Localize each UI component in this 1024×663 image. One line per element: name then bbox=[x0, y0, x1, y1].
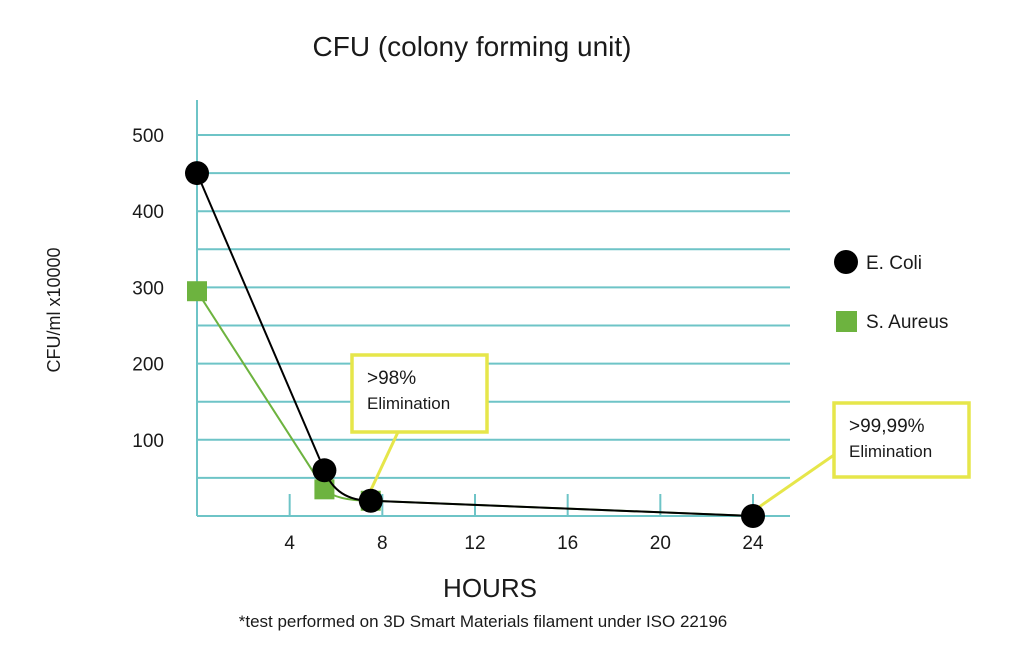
footnote: *test performed on 3D Smart Materials fi… bbox=[239, 612, 728, 631]
annotation-percent: >98% bbox=[367, 368, 416, 389]
annotation-percent: >99,99% bbox=[849, 416, 925, 437]
annotation-pointer bbox=[748, 453, 835, 516]
chart-title: CFU (colony forming unit) bbox=[313, 31, 632, 62]
legend-label: E. Coli bbox=[866, 253, 922, 274]
x-tick-label: 24 bbox=[742, 533, 764, 554]
y-axis-label: CFU/ml x10000 bbox=[44, 247, 64, 372]
y-tick-label: 200 bbox=[132, 355, 164, 376]
legend-marker bbox=[834, 250, 858, 274]
legend-label: S. Aureus bbox=[866, 312, 948, 333]
annotation-pointer bbox=[365, 431, 400, 500]
data-point bbox=[312, 458, 337, 483]
x-tick-label: 20 bbox=[650, 533, 671, 554]
grid bbox=[196, 100, 790, 517]
y-tick-label: 500 bbox=[132, 126, 164, 147]
annotation-label: Elimination bbox=[367, 394, 450, 413]
annotation-box bbox=[350, 353, 489, 434]
series-line bbox=[196, 172, 754, 517]
data-point bbox=[185, 161, 209, 186]
annotations: >98% Elimination >99,99% Elimination bbox=[350, 353, 971, 516]
x-tick-labels: 4 8 12 16 20 24 bbox=[284, 533, 764, 554]
data-point bbox=[187, 281, 207, 302]
y-tick-labels: 100 200 300 400 500 bbox=[132, 126, 164, 452]
data-point bbox=[741, 504, 765, 528]
legend-item-e-coli: E. Coli bbox=[834, 250, 922, 274]
y-tick-label: 400 bbox=[132, 202, 164, 223]
annotation-box bbox=[832, 401, 971, 479]
y-tick-label: 300 bbox=[132, 278, 164, 299]
x-axis-label: HOURS bbox=[443, 573, 537, 603]
annotation-label: Elimination bbox=[849, 442, 932, 461]
legend-marker bbox=[836, 311, 857, 332]
series-e-coli bbox=[185, 161, 765, 528]
legend: E. Coli S. Aureus bbox=[834, 250, 948, 333]
x-tick-label: 4 bbox=[284, 533, 295, 554]
data-point bbox=[314, 479, 335, 500]
x-tick-label: 8 bbox=[377, 533, 388, 554]
data-point bbox=[358, 488, 383, 513]
series bbox=[185, 161, 765, 528]
x-tick-label: 16 bbox=[557, 533, 578, 554]
annotation-ann98: >98% Elimination bbox=[350, 353, 489, 500]
annotation-ann9999: >99,99% Elimination bbox=[748, 401, 971, 516]
y-tick-label: 100 bbox=[132, 431, 164, 452]
x-tick-label: 12 bbox=[464, 533, 485, 554]
legend-item-s-aureus: S. Aureus bbox=[836, 311, 948, 333]
